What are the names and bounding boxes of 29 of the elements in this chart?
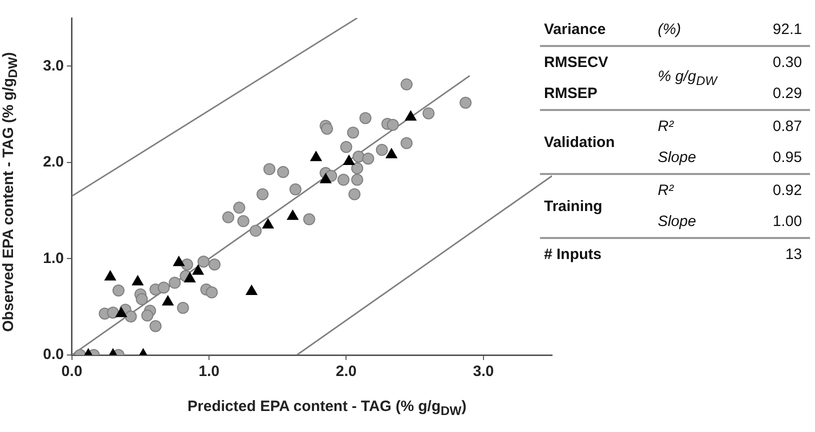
text: Slope [656,212,698,232]
text: R² [654,110,751,142]
annotation: Validation [540,110,654,174]
text: 0.95 [772,148,803,168]
y-tick-label: 1.0 [42,250,64,267]
text: 13 [750,238,810,270]
text: 0.87 [750,110,810,142]
annotation: RMSECV [540,46,654,78]
text: R² [654,174,751,206]
text: 0.92 [750,174,810,206]
annotation: RMSEP [543,84,598,104]
x-tick-label: 0.0 [61,363,82,380]
text: 1.00 [772,212,803,232]
text: 0.30 [750,46,810,78]
y-tick-label: 3.0 [42,57,64,74]
x-tick-label: 1.0 [198,363,220,380]
x-tick-label: 3.0 [472,363,494,380]
text: % g/g$_{DW}$ [654,46,751,110]
annotation: Variance [543,20,607,40]
text: Slope [656,148,698,168]
text: (%) [656,20,682,40]
text: 92.1 [772,20,803,40]
annotation: # Inputs [540,238,654,270]
y-tick-label: 0.0 [42,346,64,364]
annotation: Training [540,174,654,238]
text: 0.29 [772,84,803,104]
y-tick-label: 2.0 [42,154,64,171]
x-tick-label: 2.0 [336,363,357,380]
x-axis-title: Predicted EPA content - TAG (% g/g$_{DW}$) [186,398,468,418]
